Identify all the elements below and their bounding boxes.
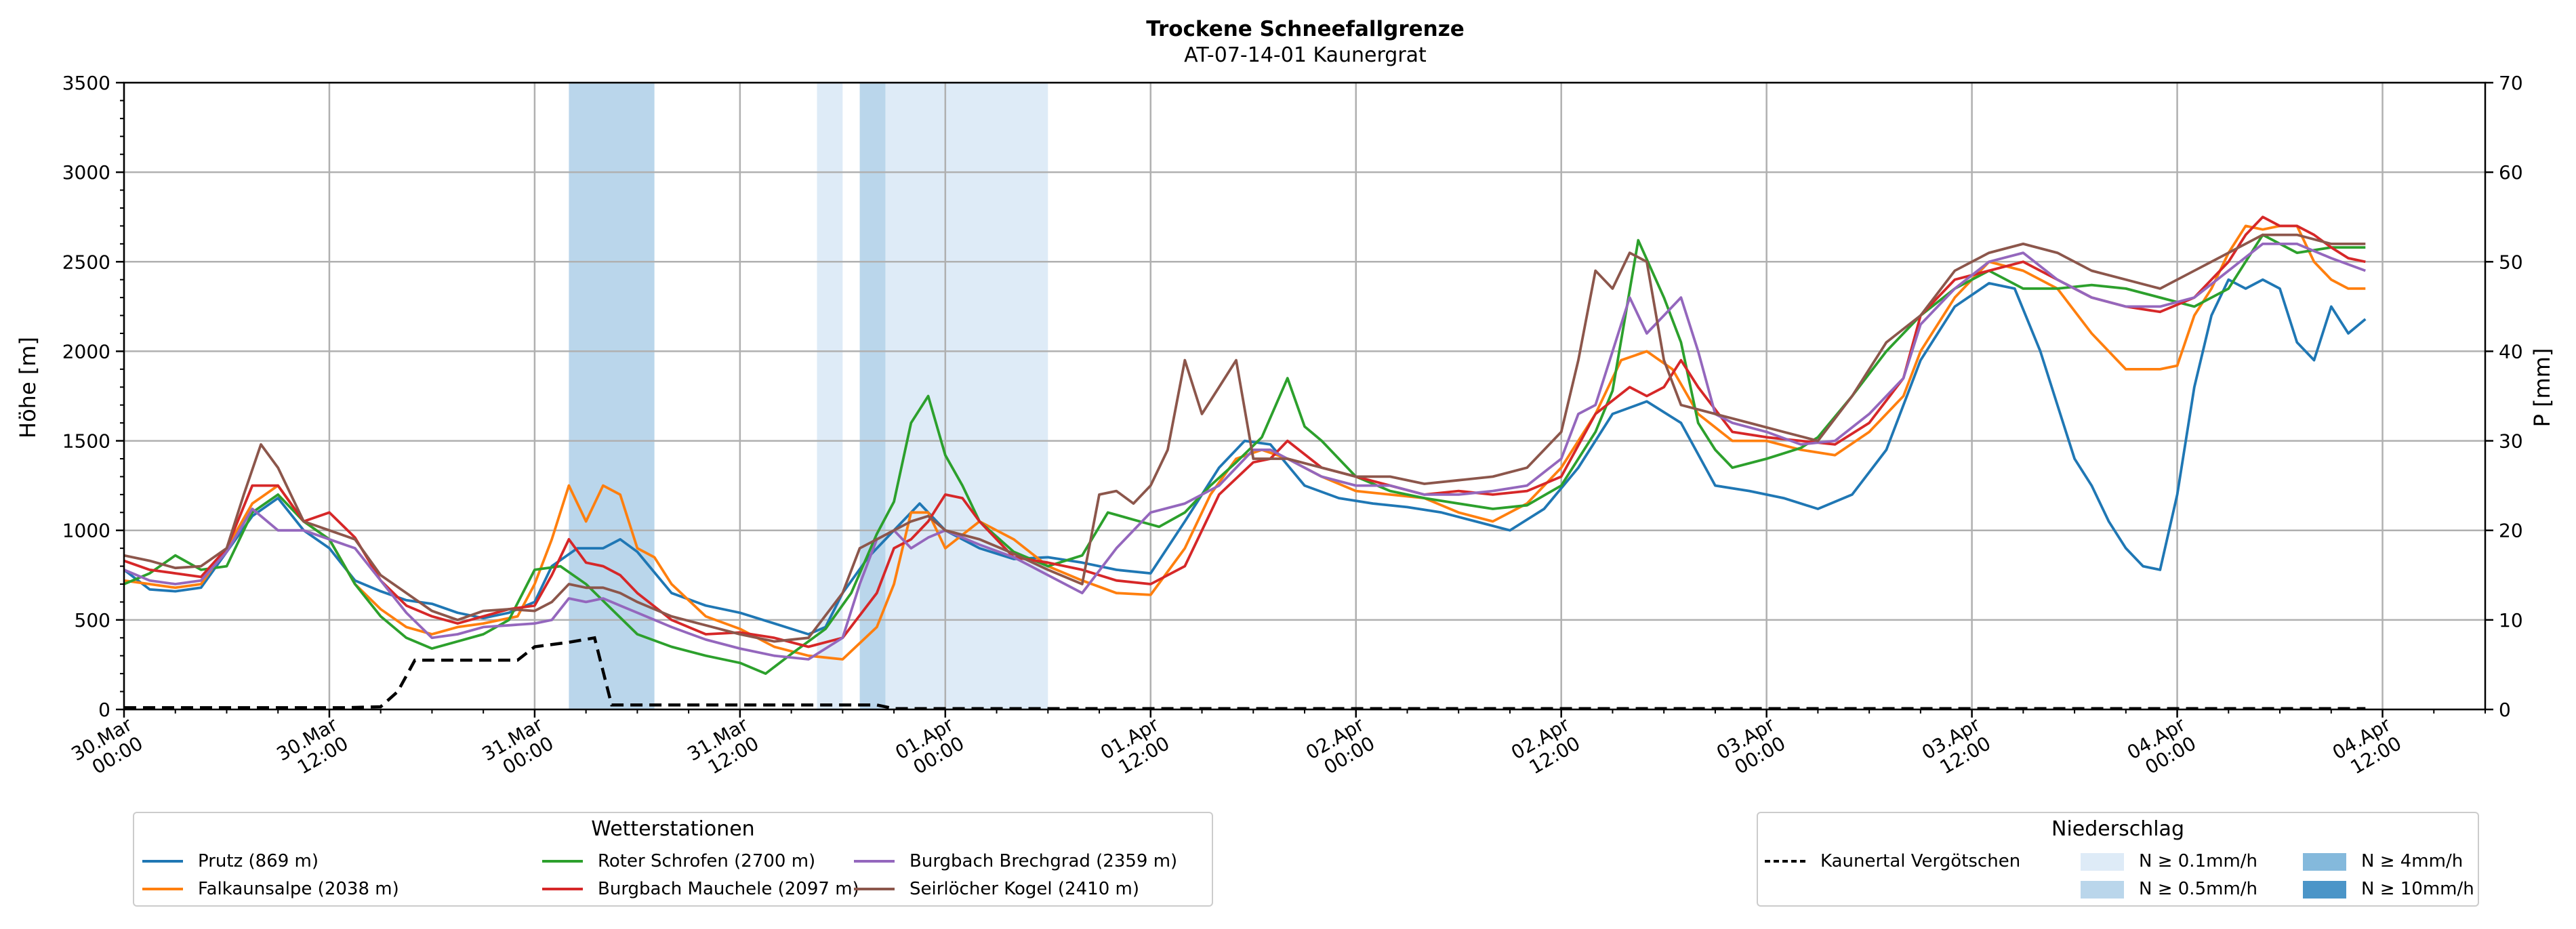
series-line-2 [123, 233, 2366, 675]
y2-tick-label-5: 50 [2499, 251, 2523, 273]
legend-patch-n-05 [2081, 881, 2124, 899]
x-tick-label-1: 30.Mar12:00 [273, 713, 352, 784]
legend-line-falkaunsalpe [142, 888, 183, 890]
precip-bands [569, 83, 1048, 709]
x-tick-label-3: 31.Mar12:00 [684, 713, 763, 784]
series-line-3 [123, 215, 2366, 648]
legend-patch-n-4 [2303, 853, 2346, 871]
y-tick-label-6: 3000 [62, 161, 110, 184]
y-tick-label-7: 3500 [62, 72, 110, 94]
y-tick-label-5: 2500 [62, 251, 110, 273]
legend-line-kaunertal [1765, 860, 1805, 863]
legend-label-prutz: Prutz (869 m) [198, 851, 319, 871]
legend-label-burgbach-brechgrad: Burgbach Brechgrad (2359 m) [909, 851, 1178, 871]
legend-label-n-01: N ≥ 0.1mm/h [2139, 851, 2258, 871]
precip-legend-title: Niederschlag [2051, 817, 2184, 841]
legend-label-falkaunsalpe: Falkaunsalpe (2038 m) [198, 879, 399, 899]
legend-label-n-05: N ≥ 0.5mm/h [2139, 879, 2258, 899]
y-tick-label-4: 2000 [62, 340, 110, 363]
x-tick-label-0: 30.Mar00:00 [68, 713, 147, 784]
precip-band-3 [885, 83, 1048, 709]
precip-legend: Niederschlag Kaunertal Vergötschen N ≥ 0… [1757, 812, 2479, 907]
y-axis-label: Höhe [m] [15, 337, 41, 438]
legend-label-burgbach-mauchele: Burgbach Mauchele (2097 m) [598, 879, 859, 899]
x-tick-label-7: 02.Apr12:00 [1507, 713, 1584, 783]
series-line-0 [123, 278, 2367, 636]
plot-frame [123, 81, 2487, 711]
series-line-1 [123, 224, 2366, 661]
legend-label-kaunertal: Kaunertal Vergötschen [1820, 851, 2021, 871]
legend-line-burgbach-brechgrad [854, 860, 895, 863]
chart-title: Trockene Schneefallgrenze [1146, 17, 1465, 41]
stations-legend-title: Wetterstationen [591, 817, 755, 841]
x-tick-label-4: 01.Apr00:00 [891, 713, 968, 783]
legend-line-burgbach-mauchele [542, 888, 583, 890]
x-tick-label-9: 03.Apr12:00 [1918, 713, 1995, 783]
legend-patch-n-01 [2081, 853, 2124, 871]
axes: 0 500 1000 1500 2000 2500 3000 3500 0 10 20 30 40 50 6… [62, 72, 2523, 784]
precip-band-2 [859, 83, 886, 709]
x-tick-label-5: 01.Apr12:00 [1097, 713, 1173, 783]
y2-tick-label-2: 20 [2499, 520, 2523, 542]
y2-tick-label-6: 60 [2499, 161, 2523, 184]
y-tick-label-0: 0 [98, 699, 110, 721]
y2-tick-label-1: 10 [2499, 609, 2523, 632]
x-tick-label-11: 04.Apr12:00 [2329, 713, 2405, 783]
precip-band-1 [817, 83, 843, 709]
legend-label-n-10: N ≥ 10mm/h [2361, 879, 2474, 899]
legend-line-roter-schrofen [542, 860, 583, 863]
x-tick-label-6: 02.Apr00:00 [1302, 713, 1378, 783]
y-tick-label-1: 500 [75, 609, 110, 632]
grid [123, 81, 2485, 711]
precip-band-0 [569, 83, 655, 709]
stations-legend: Wetterstationen Prutz (869 m) Falkaunsal… [133, 812, 1213, 907]
y2-tick-label-7: 70 [2499, 72, 2523, 94]
legend-label-n-4: N ≥ 4mm/h [2361, 851, 2463, 871]
y2-tick-label-0: 0 [2499, 699, 2511, 721]
x-tick-label-8: 03.Apr00:00 [1713, 713, 1789, 783]
y-tick-label-2: 1000 [62, 520, 110, 542]
series-line-5 [123, 233, 2366, 643]
legend-label-seirloecher-kogel: Seirlöcher Kogel (2410 m) [909, 879, 1139, 899]
y2-tick-label-4: 40 [2499, 340, 2523, 363]
series-line-4 [123, 242, 2366, 661]
x-tick-label-10: 04.Apr00:00 [2123, 713, 2200, 783]
y2-axis-label: P [mm] [2529, 348, 2555, 428]
y2-tick-label-3: 30 [2499, 430, 2523, 453]
precip-line-kaunertal [124, 636, 2366, 710]
chart-subtitle: AT-07-14-01 Kaunergrat [1184, 43, 1427, 67]
legend-patch-n-10 [2303, 881, 2346, 899]
series-lines [123, 215, 2367, 710]
legend-label-roter-schrofen: Roter Schrofen (2700 m) [598, 851, 816, 871]
y-tick-label-3: 1500 [62, 430, 110, 453]
legend-line-prutz [142, 860, 183, 863]
legend-line-seirloecher-kogel [854, 888, 895, 890]
x-tick-label-2: 31.Mar00:00 [478, 713, 558, 784]
